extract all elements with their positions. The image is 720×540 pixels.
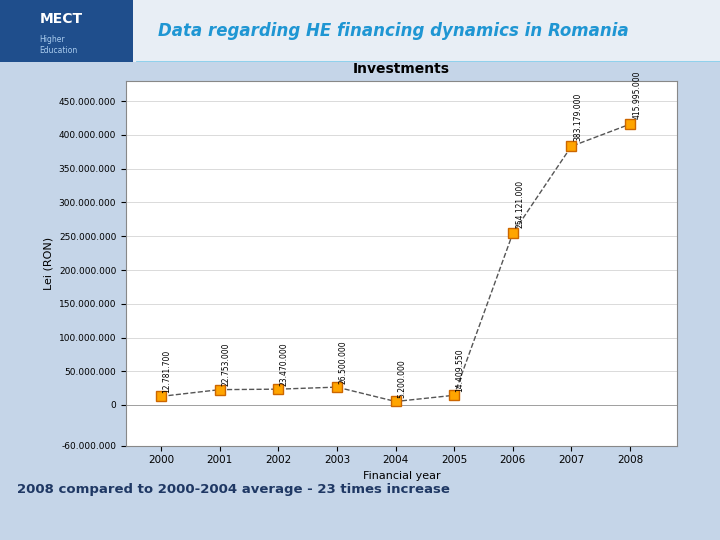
Text: Data regarding HE financing dynamics in Romania: Data regarding HE financing dynamics in … <box>158 22 629 40</box>
Text: 254.121.000: 254.121.000 <box>516 180 524 228</box>
Text: 415.995.000: 415.995.000 <box>632 70 642 119</box>
Text: 26.500.000: 26.500.000 <box>338 340 347 384</box>
X-axis label: Financial year: Financial year <box>363 471 440 481</box>
Text: 5.200.000: 5.200.000 <box>397 359 406 398</box>
Text: 23.470.000: 23.470.000 <box>279 342 289 386</box>
Text: 12.781.700: 12.781.700 <box>163 350 171 393</box>
Text: 14.409.550: 14.409.550 <box>456 348 464 392</box>
Text: 2008 compared to 2000-2004 average - 23 times increase: 2008 compared to 2000-2004 average - 23 … <box>17 483 450 496</box>
Text: 383.179.000: 383.179.000 <box>574 92 583 141</box>
Text: 22.753.000: 22.753.000 <box>221 343 230 386</box>
Y-axis label: Lei (RON): Lei (RON) <box>43 237 53 290</box>
Text: MECT: MECT <box>40 12 83 25</box>
Text: Higher
Education: Higher Education <box>40 35 78 55</box>
Title: Investments: Investments <box>353 62 450 76</box>
Bar <box>0 0 133 62</box>
Bar <box>133 0 720 62</box>
